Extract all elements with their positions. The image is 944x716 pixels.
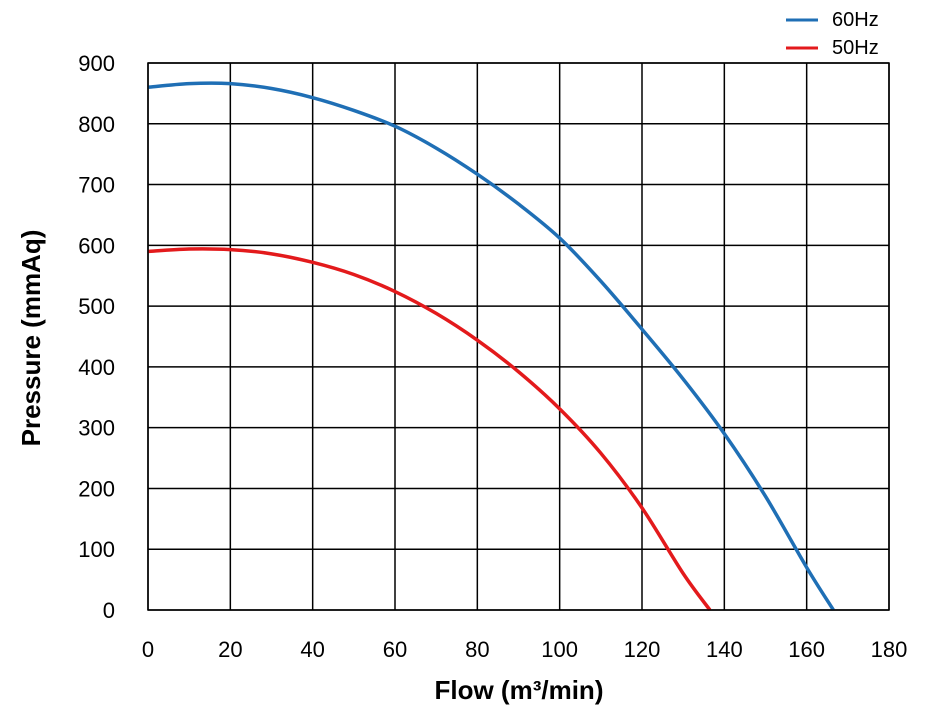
series-line-60hz bbox=[147, 81, 835, 611]
y-tick-label: 800 bbox=[78, 112, 115, 137]
y-tick-label: 600 bbox=[78, 233, 115, 258]
series-line-50hz bbox=[147, 247, 712, 612]
grid-lines bbox=[147, 62, 890, 611]
x-tick-label: 140 bbox=[706, 637, 743, 662]
x-tick-label: 20 bbox=[218, 637, 242, 662]
legend-label: 50Hz bbox=[832, 37, 879, 59]
x-tick-labels: 0 20 40 60 80 100 120 140 160 180 bbox=[142, 637, 907, 662]
legend: 60Hz 50Hz bbox=[786, 9, 879, 59]
y-tick-label: 200 bbox=[78, 476, 115, 501]
y-tick-label: 100 bbox=[78, 537, 115, 562]
plot-frame bbox=[147, 62, 890, 611]
y-tick-label: 400 bbox=[78, 355, 115, 380]
x-tick-label: 80 bbox=[465, 637, 489, 662]
y-tick-label: 500 bbox=[78, 294, 115, 319]
x-tick-label: 60 bbox=[383, 637, 407, 662]
x-tick-label: 0 bbox=[142, 637, 154, 662]
x-tick-label: 100 bbox=[541, 637, 578, 662]
y-tick-label: 700 bbox=[78, 173, 115, 198]
x-tick-label: 160 bbox=[788, 637, 825, 662]
x-tick-label: 180 bbox=[871, 637, 908, 662]
legend-label: 60Hz bbox=[832, 9, 879, 31]
x-tick-label: 120 bbox=[624, 637, 661, 662]
x-axis-title: Flow (m³/min) bbox=[435, 675, 604, 705]
y-axis-title: Pressure (mmAq) bbox=[16, 230, 46, 447]
x-tick-label: 40 bbox=[300, 637, 324, 662]
y-tick-label: 0 bbox=[103, 598, 115, 623]
y-tick-label: 900 bbox=[78, 51, 115, 76]
y-tick-label: 300 bbox=[78, 416, 115, 441]
series-layer bbox=[147, 81, 835, 612]
y-tick-labels: 0 100 200 300 400 500 600 700 800 900 bbox=[78, 51, 115, 623]
